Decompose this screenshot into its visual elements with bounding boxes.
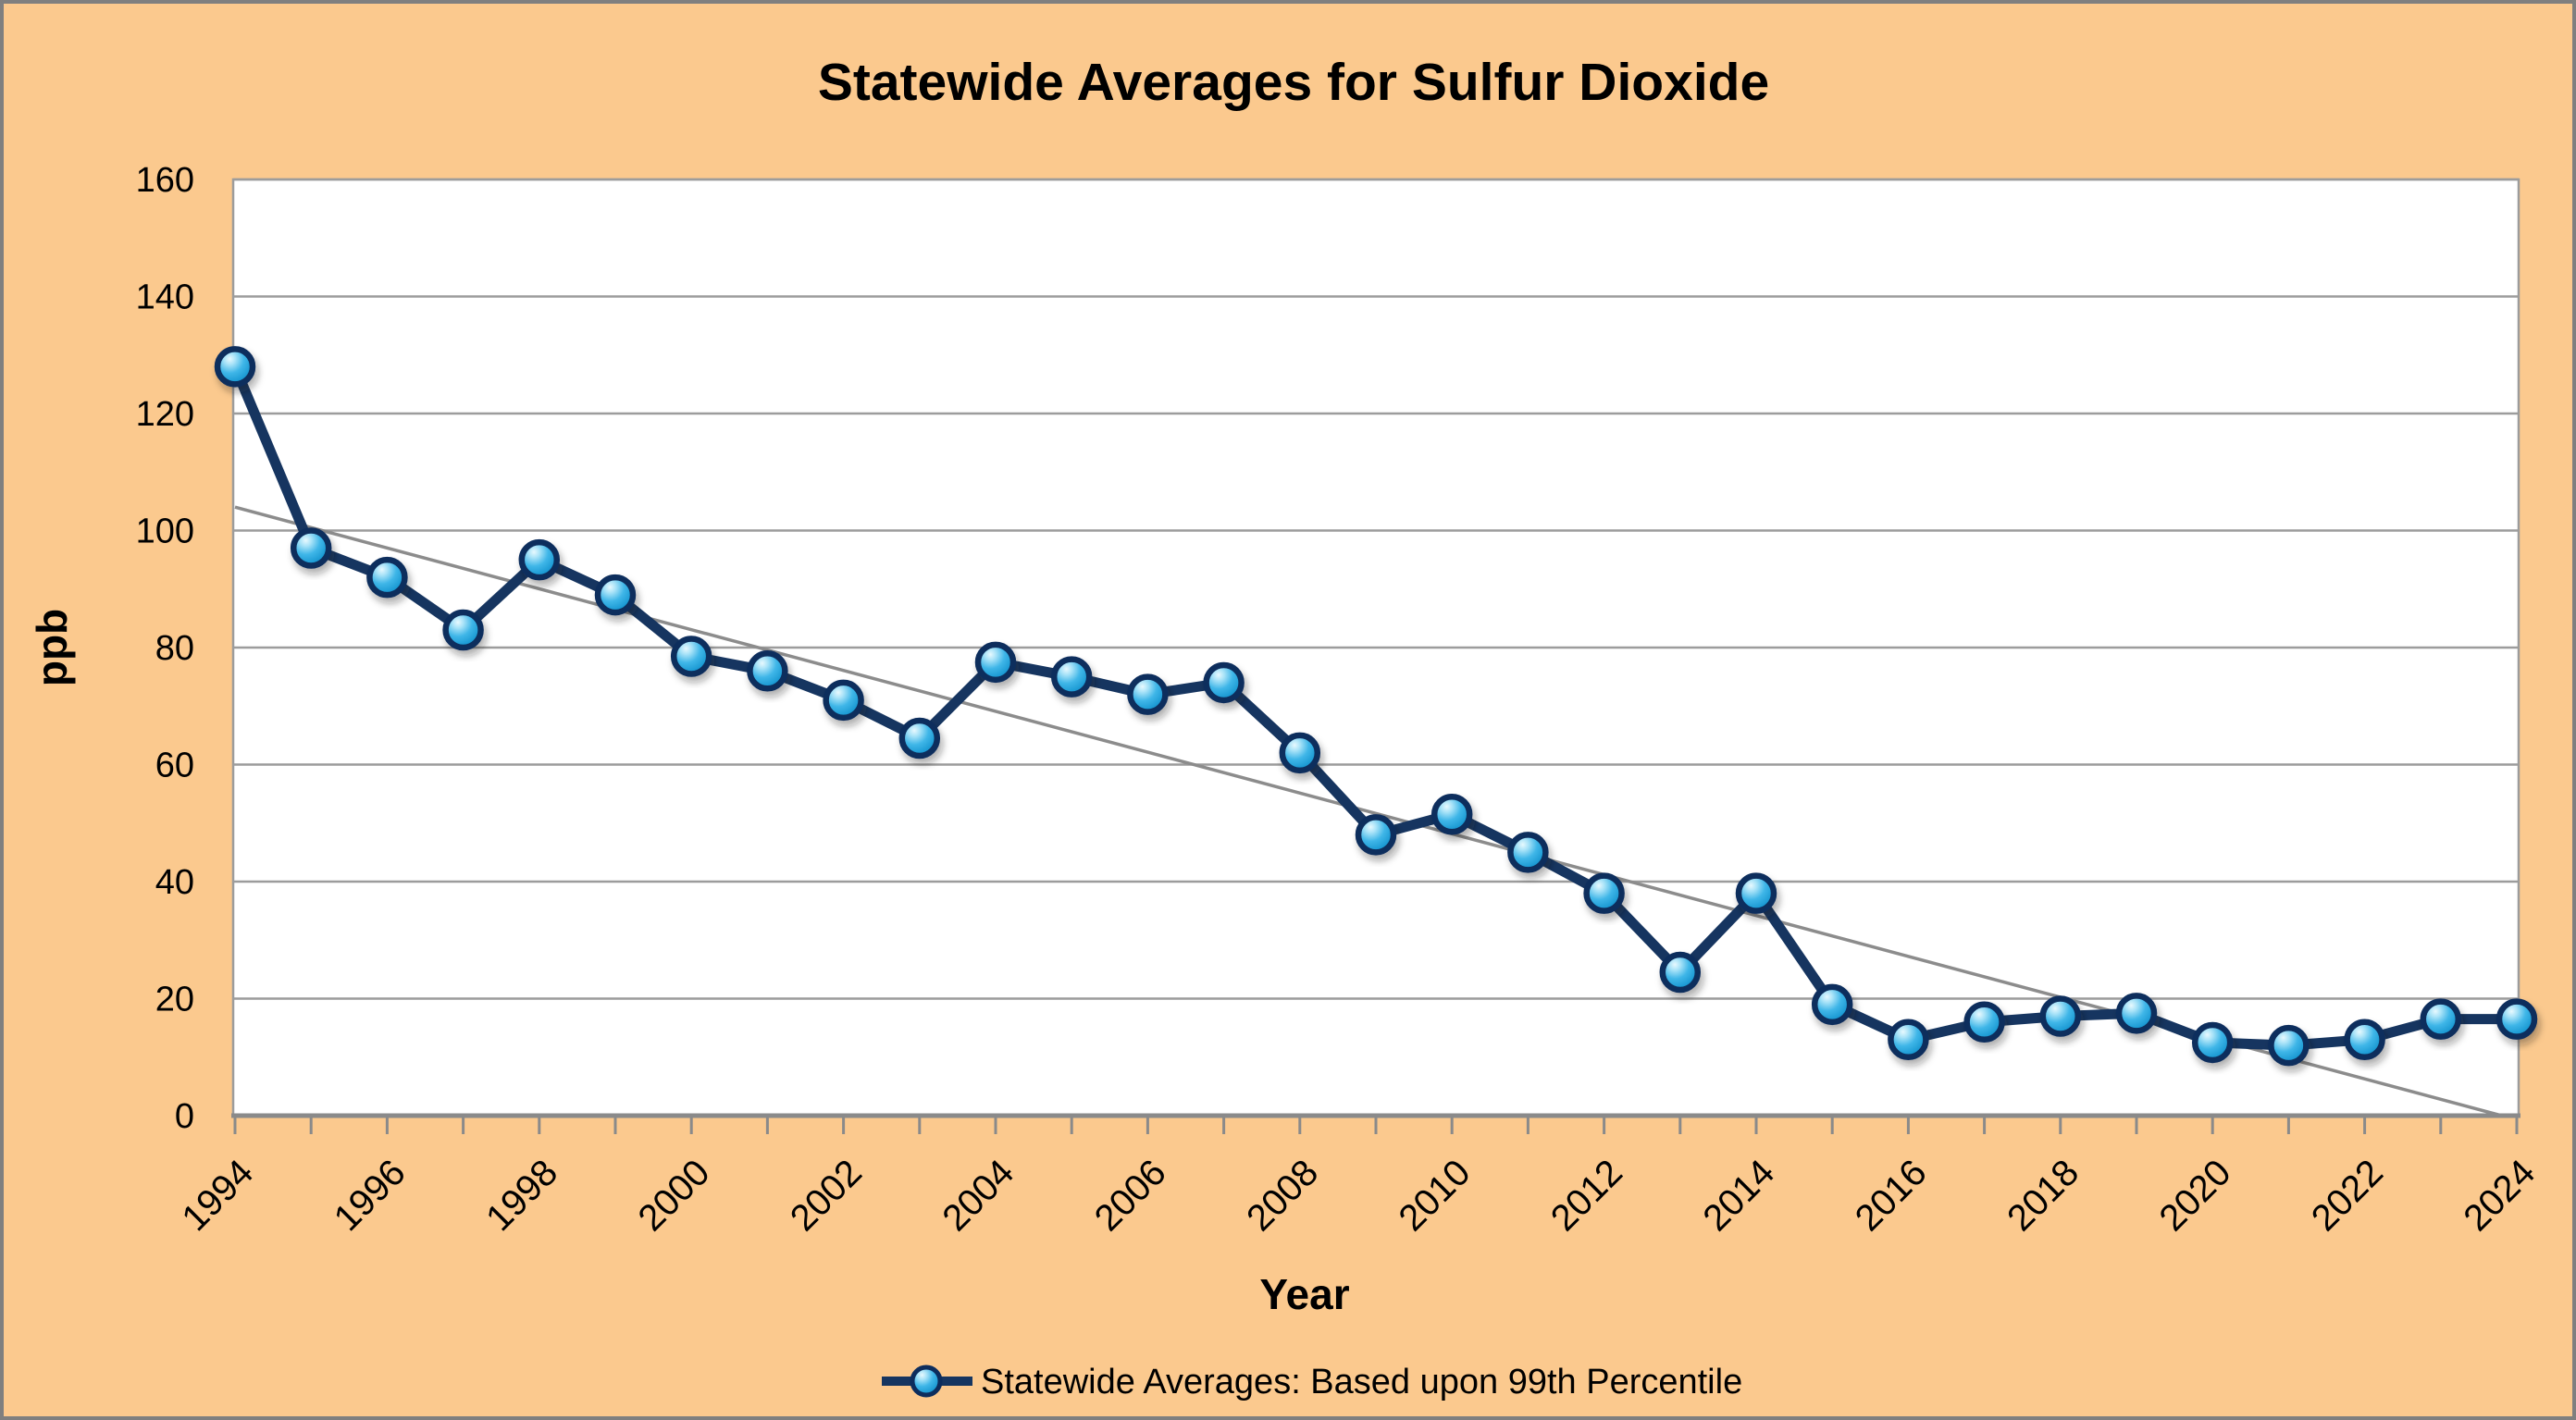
y-tick-label-0: 0 — [175, 1097, 194, 1136]
data-point-2002 — [823, 679, 864, 722]
data-point-2015 — [1811, 983, 1853, 1026]
x-tick-label-2024: 2024 — [2456, 1152, 2543, 1239]
plot-generated-content: 160 140 120 100 80 60 40 20 0 1994 1996 1998 2000 200… — [136, 161, 2544, 1239]
x-tick-label-2012: 2012 — [1543, 1152, 1630, 1239]
x-tick-label-2006: 2006 — [1087, 1152, 1174, 1239]
x-tick-label-2008: 2008 — [1239, 1152, 1326, 1239]
x-tick-label-1998: 1998 — [478, 1152, 565, 1239]
data-point-1995 — [290, 527, 332, 569]
data-point-2022 — [2344, 1019, 2385, 1061]
legend: Statewide Averages: Based upon 99th Perc… — [882, 1363, 1742, 1401]
data-point-2018 — [2039, 995, 2082, 1037]
x-tick-label-2020: 2020 — [2152, 1152, 2239, 1239]
x-tick-label-2004: 2004 — [935, 1152, 1022, 1239]
data-point-2003 — [898, 717, 941, 759]
data-point-2000 — [670, 636, 712, 677]
x-tick-label-1994: 1994 — [174, 1152, 261, 1239]
data-point-2005 — [1050, 656, 1093, 698]
data-point-1999 — [594, 574, 637, 616]
data-point-2008 — [1279, 732, 1321, 774]
chart-title: Statewide Averages for Sulfur Dioxide — [818, 53, 1769, 112]
data-point-2009 — [1355, 814, 1397, 856]
x-tick-label-2014: 2014 — [1695, 1152, 1782, 1239]
data-point-2016 — [1888, 1019, 1929, 1061]
data-point-2013 — [1659, 951, 1702, 994]
data-point-1994 — [214, 346, 256, 388]
y-tick-label-20: 20 — [155, 981, 194, 1019]
data-point-2019 — [2115, 993, 2158, 1034]
x-tick-label-2016: 2016 — [1848, 1152, 1935, 1239]
data-point-2017 — [1963, 1001, 2005, 1043]
data-point-2021 — [2268, 1024, 2310, 1067]
y-tick-label-160: 160 — [136, 161, 194, 200]
x-tick-label-1996: 1996 — [327, 1152, 414, 1239]
data-point-2007 — [1203, 661, 1245, 704]
data-point-2010 — [1430, 794, 1473, 835]
data-point-2004 — [974, 641, 1017, 684]
data-point-2023 — [2420, 998, 2462, 1040]
y-tick-label-100: 100 — [136, 512, 194, 551]
y-tick-label-80: 80 — [155, 629, 194, 668]
data-point-1997 — [442, 609, 484, 651]
data-point-2020 — [2191, 1021, 2234, 1064]
x-tick-label-2010: 2010 — [1392, 1152, 1479, 1239]
y-axis-title: ppb — [28, 609, 76, 686]
y-tick-label-140: 140 — [136, 278, 194, 317]
x-tick-label-2018: 2018 — [2000, 1152, 2087, 1239]
y-tick-label-40: 40 — [155, 863, 194, 902]
x-tick-label-2022: 2022 — [2304, 1152, 2391, 1239]
data-point-1998 — [518, 538, 561, 581]
x-tick-label-2000: 2000 — [631, 1152, 718, 1239]
data-point-2001 — [747, 650, 788, 692]
plot-area: 160 140 120 100 80 60 40 20 0 1994 1996 1998 2000 200… — [28, 53, 2544, 1401]
data-point-1996 — [366, 556, 408, 599]
y-tick-label-120: 120 — [136, 395, 194, 434]
data-point-2012 — [1583, 872, 1625, 914]
y-tick-label-60: 60 — [155, 747, 194, 785]
data-point-2006 — [1127, 673, 1169, 715]
x-tick-label-2002: 2002 — [783, 1152, 870, 1239]
legend-series-marker-icon — [910, 1364, 943, 1398]
data-point-2014 — [1735, 872, 1777, 914]
legend-series-label: Statewide Averages: Based upon 99th Perc… — [981, 1363, 1742, 1401]
x-axis-title: Year — [1259, 1270, 1349, 1318]
data-point-2024 — [2496, 998, 2538, 1040]
data-point-2011 — [1507, 832, 1549, 873]
